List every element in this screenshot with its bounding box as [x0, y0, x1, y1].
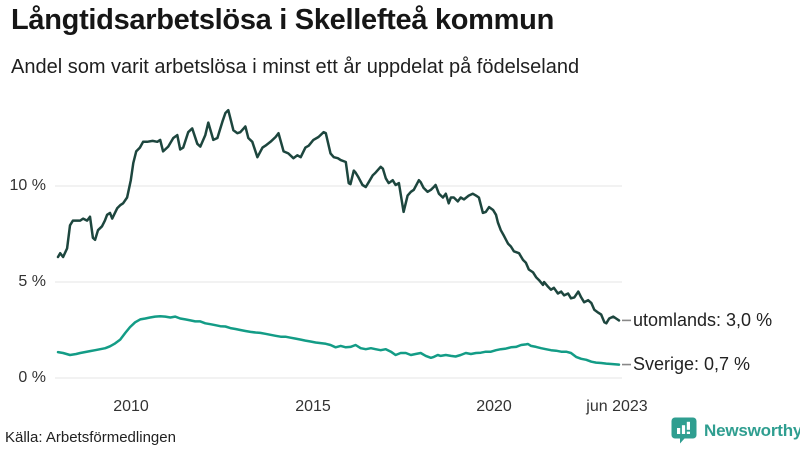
- y-axis-tick-10: 10 %: [9, 177, 46, 194]
- x-axis-tick-2020: 2020: [476, 398, 512, 415]
- chart-subtitle: Andel som varit arbetslösa i minst ett å…: [11, 56, 580, 78]
- x-axis-tick-2015: 2015: [295, 398, 331, 415]
- source-note: Källa: Arbetsförmedlingen: [5, 429, 176, 446]
- x-axis-tick-jun2023: jun 2023: [586, 398, 648, 415]
- line-series-Sverige: [56, 314, 621, 366]
- series-end-label-sverige: Sverige: 0,7 %: [633, 354, 751, 374]
- newsworthy-bubble-chart-icon: [671, 417, 697, 444]
- x-axis-tick-2010: 2010: [113, 398, 149, 415]
- series-end-label-utomlands: utomlands: 3,0 %: [633, 310, 773, 330]
- line-series-utomlands: [56, 108, 621, 325]
- y-axis-tick-5: 5 %: [18, 273, 46, 290]
- newsworthy-wordmark: Newsworthy: [704, 420, 800, 440]
- page-title: Långtidsarbetslösa i Skellefteå kommun: [11, 4, 554, 36]
- y-axis-tick-0: 0 %: [18, 369, 46, 386]
- newsworthy-logo[interactable]: Newsworthy: [671, 417, 800, 444]
